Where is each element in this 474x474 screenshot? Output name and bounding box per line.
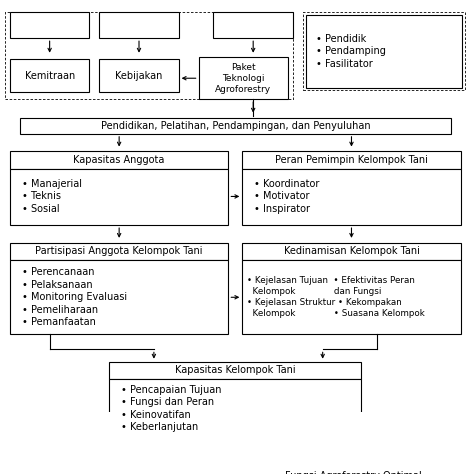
Bar — [10, 169, 228, 225]
Bar — [5, 441, 465, 474]
Bar — [10, 12, 90, 38]
Bar — [242, 169, 461, 225]
Bar — [246, 467, 460, 474]
Text: Kapasitas Anggota: Kapasitas Anggota — [73, 155, 165, 165]
Bar — [306, 15, 462, 88]
Bar — [303, 12, 465, 91]
Bar — [10, 243, 228, 260]
Bar — [109, 362, 361, 379]
Text: Kapasitas Kelompok Tani: Kapasitas Kelompok Tani — [175, 365, 296, 375]
Text: Kemitraan: Kemitraan — [25, 71, 75, 81]
Text: Peran Pemimpin Kelompok Tani: Peran Pemimpin Kelompok Tani — [275, 155, 428, 165]
Text: Kedinamisan Kelompok Tani: Kedinamisan Kelompok Tani — [283, 246, 419, 256]
Text: • Pencapaian Tujuan
• Fungsi dan Peran
• Keinovatifan
• Keberlanjutan: • Pencapaian Tujuan • Fungsi dan Peran •… — [121, 385, 222, 432]
Bar — [99, 12, 179, 38]
Bar — [5, 12, 293, 99]
Text: Partisipasi Anggota Kelompok Tani: Partisipasi Anggota Kelompok Tani — [36, 246, 203, 256]
Text: Paket
Teknologi
Agroforestry: Paket Teknologi Agroforestry — [215, 63, 271, 94]
Bar — [10, 151, 228, 169]
Bar — [242, 243, 461, 260]
Bar — [10, 260, 228, 334]
Bar — [242, 151, 461, 169]
Bar — [10, 59, 90, 92]
Text: • Manajerial
• Teknis
• Sosial: • Manajerial • Teknis • Sosial — [22, 179, 82, 214]
Bar — [199, 57, 288, 99]
Text: • Pendidik
• Pendamping
• Fasilitator: • Pendidik • Pendamping • Fasilitator — [316, 34, 386, 69]
Text: • Koordinator
• Motivator
• Inspirator: • Koordinator • Motivator • Inspirator — [254, 179, 319, 214]
Text: Kebijakan: Kebijakan — [115, 71, 163, 81]
Bar — [109, 379, 361, 438]
Text: • Kejelasan Tujuan  • Efektivitas Peran
  Kelompok              dan Fungsi
• Kej: • Kejelasan Tujuan • Efektivitas Peran K… — [247, 276, 425, 319]
Text: • Perencanaan
• Pelaksanaan
• Monitoring Evaluasi
• Pemeliharaan
• Pemanfaatan: • Perencanaan • Pelaksanaan • Monitoring… — [22, 267, 127, 327]
Bar — [99, 59, 179, 92]
Text: Pendidikan, Pelatihan, Pendampingan, dan Penyuluhan: Pendidikan, Pelatihan, Pendampingan, dan… — [100, 121, 370, 131]
Bar — [242, 260, 461, 334]
Text: Fungsi Agroforestry Optimal: Fungsi Agroforestry Optimal — [284, 471, 421, 474]
Bar — [213, 12, 293, 38]
Bar — [20, 118, 451, 134]
